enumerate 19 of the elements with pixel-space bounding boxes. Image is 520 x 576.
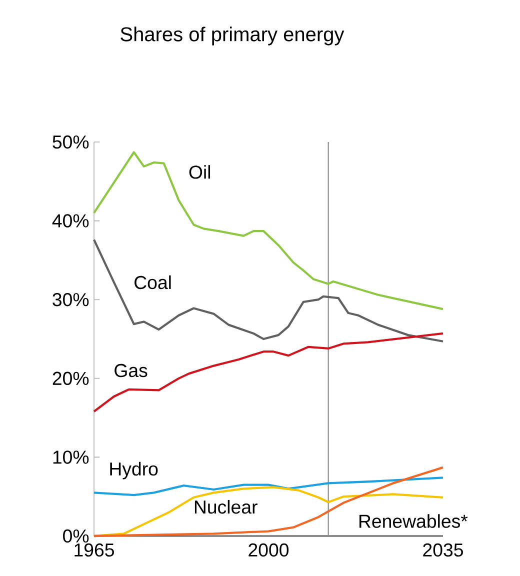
chart-title: Shares of primary energy [120, 26, 344, 46]
series-label: Renewables* [359, 514, 468, 528]
x-tick-label: 2000 [248, 543, 289, 557]
series-label: Hydro [110, 462, 158, 480]
line-series [92, 332, 444, 413]
series-label: Gas [114, 364, 148, 378]
series-label: Nuclear [194, 500, 258, 514]
series-label: Oil [189, 165, 210, 179]
y-tick-label: 40% [52, 214, 89, 228]
line-series [92, 151, 444, 310]
y-tick-label: 50% [52, 135, 89, 149]
y-tick-label: 20% [52, 372, 89, 386]
y-tick-label: 0% [63, 529, 89, 543]
series-label: Coal [134, 275, 171, 290]
x-tick-label: 1965 [74, 543, 114, 557]
y-tick-label: 10% [53, 450, 89, 464]
y-tick-label: 30% [52, 292, 89, 306]
line-series [92, 238, 444, 342]
x-tick-label: 2035 [423, 543, 463, 557]
